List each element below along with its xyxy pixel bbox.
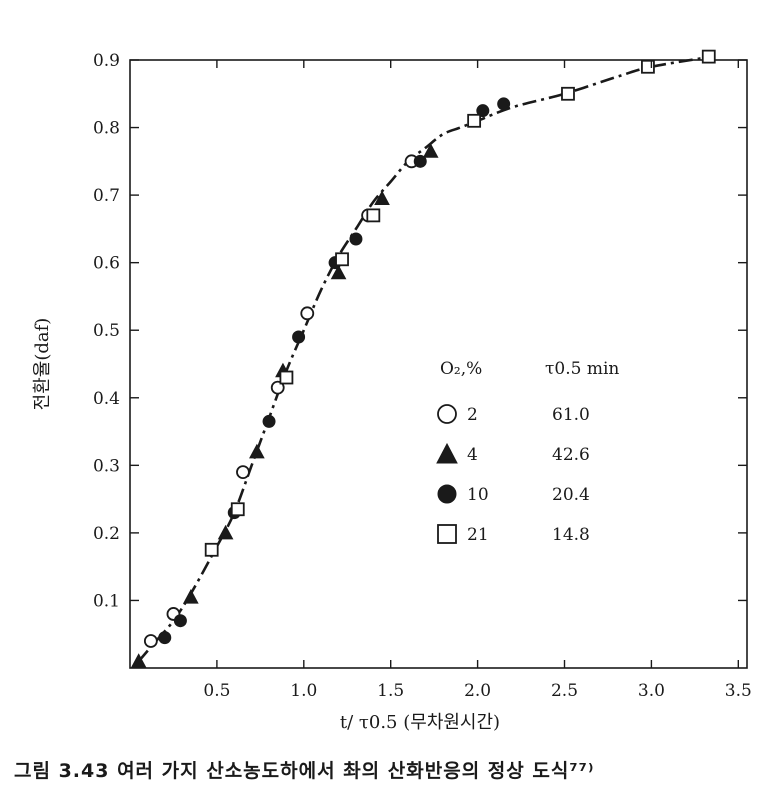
data-point-o2-2 <box>143 634 158 648</box>
data-point-o2-2 <box>300 306 315 321</box>
data-point-o2-10 <box>292 330 306 344</box>
chart: 0.5 1.0 1.5 2.0 2.5 3.0 3.5 0.1 0.2 0.3 0.4 0.5 0.6 0… <box>32 49 752 733</box>
data-point-o2-21 <box>701 49 716 64</box>
x-tick-label: 1.0 <box>290 681 317 701</box>
legend-marker-o2-4 <box>436 442 458 464</box>
x-tick-label: 2.0 <box>464 681 491 701</box>
data-point-o2-4 <box>249 443 265 459</box>
y-tick-label: 0.6 <box>93 254 120 274</box>
y-tick-label: 0.2 <box>93 524 120 544</box>
data-point-o2-21 <box>230 502 245 517</box>
legend-marker-o2-21 <box>437 524 457 544</box>
y-tick-label: 0.3 <box>93 456 120 476</box>
data-point-o2-10 <box>413 154 427 168</box>
data-point-o2-4 <box>130 653 147 668</box>
data-point-o2-10 <box>173 614 187 628</box>
data-point-o2-2 <box>270 380 285 395</box>
y-tick-label: 0.1 <box>93 591 120 611</box>
legend-header-o2: O₂,% <box>440 359 482 379</box>
y-tick-label: 0.9 <box>93 51 120 71</box>
legend-marker-o2-10 <box>437 484 457 504</box>
data-point-o2-21 <box>561 86 575 101</box>
data-point-o2-21 <box>335 252 349 267</box>
x-tick-label: 3.0 <box>638 681 665 701</box>
legend-marker-o2-2 <box>437 404 457 424</box>
x-tick-label: 2.5 <box>551 681 578 701</box>
data-point-o2-2 <box>236 465 250 479</box>
x-tick-label: 3.5 <box>725 681 752 701</box>
legend-tau-value: 14.8 <box>552 525 590 545</box>
data-point-o2-4 <box>217 524 234 540</box>
data-point-o2-21 <box>467 113 482 128</box>
data-point-o2-10 <box>476 104 490 118</box>
data-point-o2-21 <box>366 208 381 223</box>
y-tick-label: 0.7 <box>93 186 120 206</box>
legend-tau-value: 42.6 <box>552 445 590 465</box>
y-axis-title: 전환율(daf) <box>32 318 53 411</box>
x-tick-label: 0.5 <box>203 681 230 701</box>
y-tick-label: 0.4 <box>93 389 120 409</box>
x-axis-title: t/ τ0.5 (무차원시간) <box>340 712 500 733</box>
data-point-o2-4 <box>182 589 199 604</box>
data-point-o2-10 <box>349 232 363 246</box>
y-tick-label: 0.8 <box>93 119 120 139</box>
data-point-o2-21 <box>641 59 655 74</box>
legend-o2-value: 2 <box>467 405 478 425</box>
legend-o2-value: 10 <box>467 485 489 505</box>
data-point-o2-10 <box>262 414 276 428</box>
x-tick-label: 1.5 <box>377 681 404 701</box>
legend-o2-value: 21 <box>467 525 489 545</box>
data-point-o2-21 <box>279 370 294 385</box>
data-point-o2-4 <box>330 264 347 280</box>
legend-tau-value: 61.0 <box>552 405 590 425</box>
y-tick-label: 0.5 <box>93 321 120 341</box>
legend-tau-value: 20.4 <box>552 485 590 505</box>
data-point-o2-10 <box>158 631 172 645</box>
data-point-o2-21 <box>204 542 219 557</box>
data-point-o2-4 <box>422 143 439 158</box>
plot-frame <box>129 59 748 669</box>
legend-o2-value: 4 <box>467 445 478 465</box>
figure-caption: 그림 3.43 여러 가지 산소농도하에서 촤의 산화반응의 정상 도식⁷⁷⁾ <box>14 760 595 782</box>
data-point-o2-10 <box>497 97 511 111</box>
data-point-o2-4 <box>374 190 390 205</box>
legend-header-tau: τ0.5 min <box>545 359 619 379</box>
fit-curve <box>137 55 713 663</box>
